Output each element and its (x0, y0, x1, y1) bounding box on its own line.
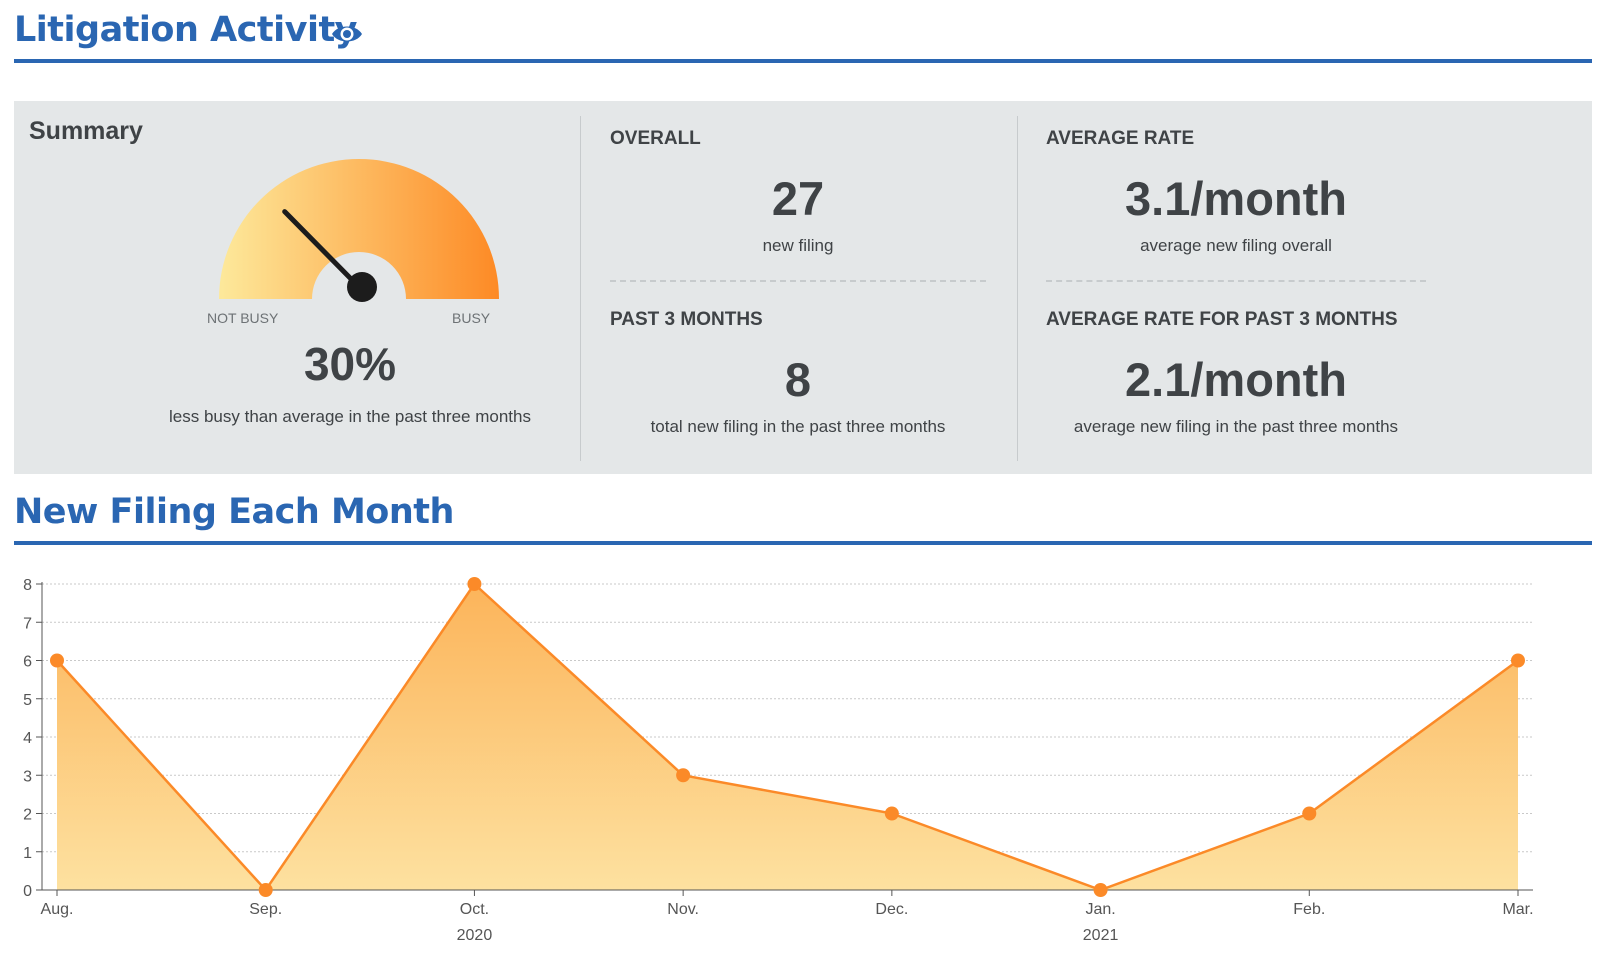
overall-description: new filing (762, 236, 834, 255)
x-tick-label: Oct. (460, 901, 489, 918)
y-tick-label: 7 (23, 615, 32, 632)
gauge-arc (219, 159, 499, 299)
x-tick-label: Dec. (875, 901, 908, 918)
x-tick-label: Feb. (1293, 901, 1325, 918)
y-tick-label: 0 (23, 883, 32, 900)
avg-rate-heading: AVERAGE RATE (1046, 128, 1195, 149)
stat-separator (610, 280, 986, 282)
gauge-hub (347, 272, 377, 302)
y-tick-label: 8 (23, 577, 32, 594)
busy-gauge (219, 159, 499, 302)
data-point (676, 768, 691, 783)
past3-value: 8 (784, 353, 812, 406)
y-tick-label: 2 (23, 807, 32, 824)
gauge-right-label: BUSY (452, 310, 491, 326)
title-underline (14, 59, 1592, 63)
y-tick-label: 4 (23, 730, 32, 747)
avg-rate-3-value: 2.1/month (1125, 353, 1347, 406)
data-point (258, 883, 273, 897)
x-tick-label: Mar. (1502, 901, 1533, 918)
chart-section-title: New Filing Each Month (14, 492, 454, 532)
year-label: 2020 (457, 927, 493, 944)
stat-separator (1046, 280, 1426, 282)
avg-rate-value: 3.1/month (1125, 172, 1347, 225)
y-tick-label: 5 (23, 692, 32, 709)
monthly-filing-chart: 0 1 2 3 4 5 6 7 8 Aug. Sep. Oct. Nov. Dec. Jan. Feb. Mar… (23, 577, 1534, 944)
data-point (1302, 806, 1317, 821)
chart-title-underline (14, 541, 1592, 545)
eye-icon[interactable] (330, 22, 364, 46)
page-title: Litigation Activity (14, 10, 358, 50)
avg-rate-description: average new filing overall (1140, 236, 1332, 255)
series-line (56, 582, 1519, 892)
past3-description: total new filing in the past three month… (650, 417, 946, 436)
summary-panel: Summary NOT BUSY BUSY 30% less busy than… (14, 101, 1592, 474)
column-divider (580, 116, 581, 461)
summary-label: Summary (29, 117, 143, 145)
column-divider (1017, 116, 1018, 461)
data-point (1093, 883, 1108, 897)
gauge-needle (282, 209, 362, 290)
x-tick-label: Sep. (249, 901, 282, 918)
overall-heading: OVERALL (610, 128, 701, 149)
avg-rate-3-heading: AVERAGE RATE FOR PAST 3 MONTHS (1046, 309, 1398, 330)
x-tick-label: Jan. (1085, 901, 1115, 918)
overall-value: 27 (771, 172, 825, 225)
y-tick-label: 6 (23, 654, 32, 671)
gauge-left-label: NOT BUSY (207, 310, 279, 326)
y-tick-label: 3 (23, 768, 32, 785)
y-tick-label: 1 (23, 845, 32, 862)
x-tick-label: Aug. (41, 901, 74, 918)
past3-heading: PAST 3 MONTHS (610, 309, 763, 330)
data-point (884, 806, 899, 821)
gauge-description: less busy than average in the past three… (169, 407, 531, 426)
avg-rate-3-description: average new filing in the past three mon… (1073, 417, 1399, 436)
data-point (50, 653, 64, 668)
gauge-percent: 30% (303, 338, 397, 390)
year-label: 2021 (1083, 927, 1119, 944)
data-point (467, 577, 482, 591)
x-tick-label: Nov. (667, 901, 699, 918)
data-point (1511, 653, 1525, 668)
